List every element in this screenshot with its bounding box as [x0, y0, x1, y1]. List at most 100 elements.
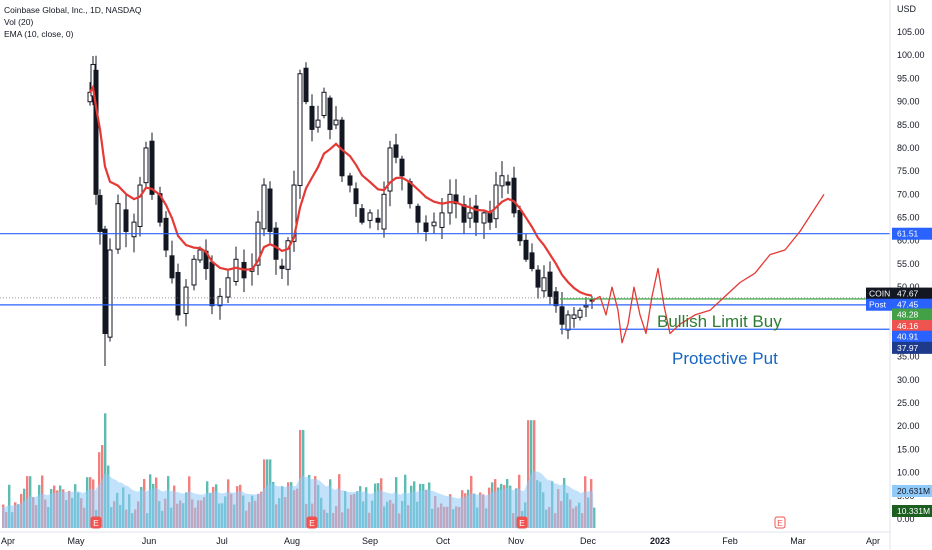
- volume-bar: [104, 413, 107, 528]
- y-tick-label: 15.00: [897, 444, 920, 454]
- candle: [467, 197, 473, 229]
- candle: [547, 261, 553, 305]
- price-tag-last: COIN 47.67: [866, 287, 932, 300]
- y-tick-label: 30.00: [897, 375, 920, 385]
- candle: [571, 307, 577, 328]
- candle: [107, 238, 113, 342]
- annotation-protective-put[interactable]: Protective Put: [672, 349, 778, 368]
- candle: [529, 243, 535, 272]
- price-axis[interactable]: USD 105.00 100.00 95.00 90.00 85.00 80.00 75.00…: [889, 0, 925, 550]
- ema-path: [89, 83, 593, 297]
- svg-text:E: E: [519, 518, 525, 528]
- legend-ema: EMA (10, close, 0): [4, 29, 74, 39]
- x-tick-label: Feb: [722, 536, 738, 546]
- y-tick-label: 35.00: [897, 352, 920, 362]
- svg-text:Post: Post: [869, 300, 887, 310]
- y-tick-label: 75.00: [897, 166, 920, 176]
- earnings-marker[interactable]: E: [90, 516, 102, 529]
- price-tag-red: 46.16: [892, 320, 932, 333]
- candle: [565, 310, 571, 340]
- candle: [183, 279, 189, 327]
- svg-text:20.631M: 20.631M: [897, 486, 930, 496]
- candle: [553, 286, 559, 313]
- y-tick-label: 105.00: [897, 27, 925, 37]
- candle: [241, 249, 247, 293]
- candle: [115, 194, 121, 254]
- candle: [577, 307, 583, 321]
- volume-bar: [593, 507, 596, 528]
- candle: [505, 174, 511, 194]
- x-tick-label: Apr: [1, 536, 15, 546]
- legend-volume: Vol (20): [4, 17, 34, 27]
- y-tick-label: 25.00: [897, 398, 920, 408]
- y-tick-label: 50.00: [897, 282, 920, 292]
- candle: [353, 182, 359, 217]
- y-tick-label: 65.00: [897, 213, 920, 223]
- candle: [285, 237, 291, 286]
- horizontal-levels[interactable]: [0, 233, 890, 330]
- y-tick-label: 100.00: [897, 50, 925, 60]
- candle: [461, 195, 467, 235]
- svg-text:48.28: 48.28: [897, 309, 919, 319]
- candle: [273, 222, 279, 275]
- price-tag-green: 48.28: [892, 308, 932, 321]
- volume-ma-area: [2, 470, 594, 528]
- candle: [191, 255, 197, 291]
- x-tick-label: Aug: [284, 536, 300, 546]
- time-axis[interactable]: Apr May Jun Jul Aug Sep Oct Nov Dec 2023 Feb Mar Apr: [0, 531, 890, 546]
- svg-text:E: E: [777, 518, 783, 528]
- candle: [473, 194, 479, 237]
- price-tag-protective: 40.91: [892, 330, 932, 343]
- projection-line[interactable]: [591, 193, 825, 344]
- candle: [359, 204, 365, 225]
- y-tick-label: 0.00: [897, 514, 915, 524]
- earnings-marker[interactable]: E: [774, 516, 786, 529]
- candle: [415, 203, 421, 233]
- y-tick-label: 80.00: [897, 143, 920, 153]
- projection-path[interactable]: [591, 193, 825, 344]
- currency-label: USD: [897, 4, 917, 14]
- volume-bar: [527, 420, 530, 528]
- candle: [387, 140, 393, 207]
- chart-legend: Coinbase Global, Inc., 1D, NASDAQ Vol (2…: [4, 4, 141, 40]
- x-tick-label: Apr: [866, 536, 880, 546]
- candle: [511, 166, 517, 218]
- candle: [217, 287, 223, 320]
- earnings-marker[interactable]: E: [516, 516, 528, 529]
- candle: [327, 95, 333, 140]
- volume-bars: [2, 413, 596, 528]
- candle: [541, 265, 547, 298]
- x-tick-label: Sep: [362, 536, 378, 546]
- candle: [333, 106, 339, 130]
- candle: [93, 55, 99, 205]
- candle: [453, 179, 459, 219]
- x-tick-label: May: [67, 536, 85, 546]
- candle: [347, 172, 353, 193]
- candle: [315, 105, 321, 133]
- svg-text:E: E: [93, 518, 99, 528]
- x-tick-label: Oct: [436, 536, 451, 546]
- svg-text:47.67: 47.67: [897, 289, 919, 299]
- candle: [535, 265, 541, 299]
- y-tick-label: 95.00: [897, 73, 920, 83]
- svg-text:46.16: 46.16: [897, 321, 919, 331]
- candle: [203, 239, 209, 280]
- earnings-marker[interactable]: E: [306, 516, 318, 529]
- y-tick-label: 20.00: [897, 421, 920, 431]
- candle: [279, 258, 285, 280]
- candle: [267, 181, 273, 244]
- candle: [261, 178, 267, 237]
- x-tick-label: 2023: [650, 536, 670, 546]
- candle: [583, 296, 589, 317]
- candle: [123, 194, 129, 248]
- price-tag-low: 37.97: [892, 341, 932, 354]
- candle: [255, 210, 261, 276]
- candle: [321, 87, 327, 119]
- annotation-bullish-limit-buy[interactable]: Bullish Limit Buy: [657, 312, 782, 331]
- y-tick-label: 85.00: [897, 120, 920, 130]
- y-tick-label: 90.00: [897, 97, 920, 107]
- x-tick-label: Jul: [216, 536, 228, 546]
